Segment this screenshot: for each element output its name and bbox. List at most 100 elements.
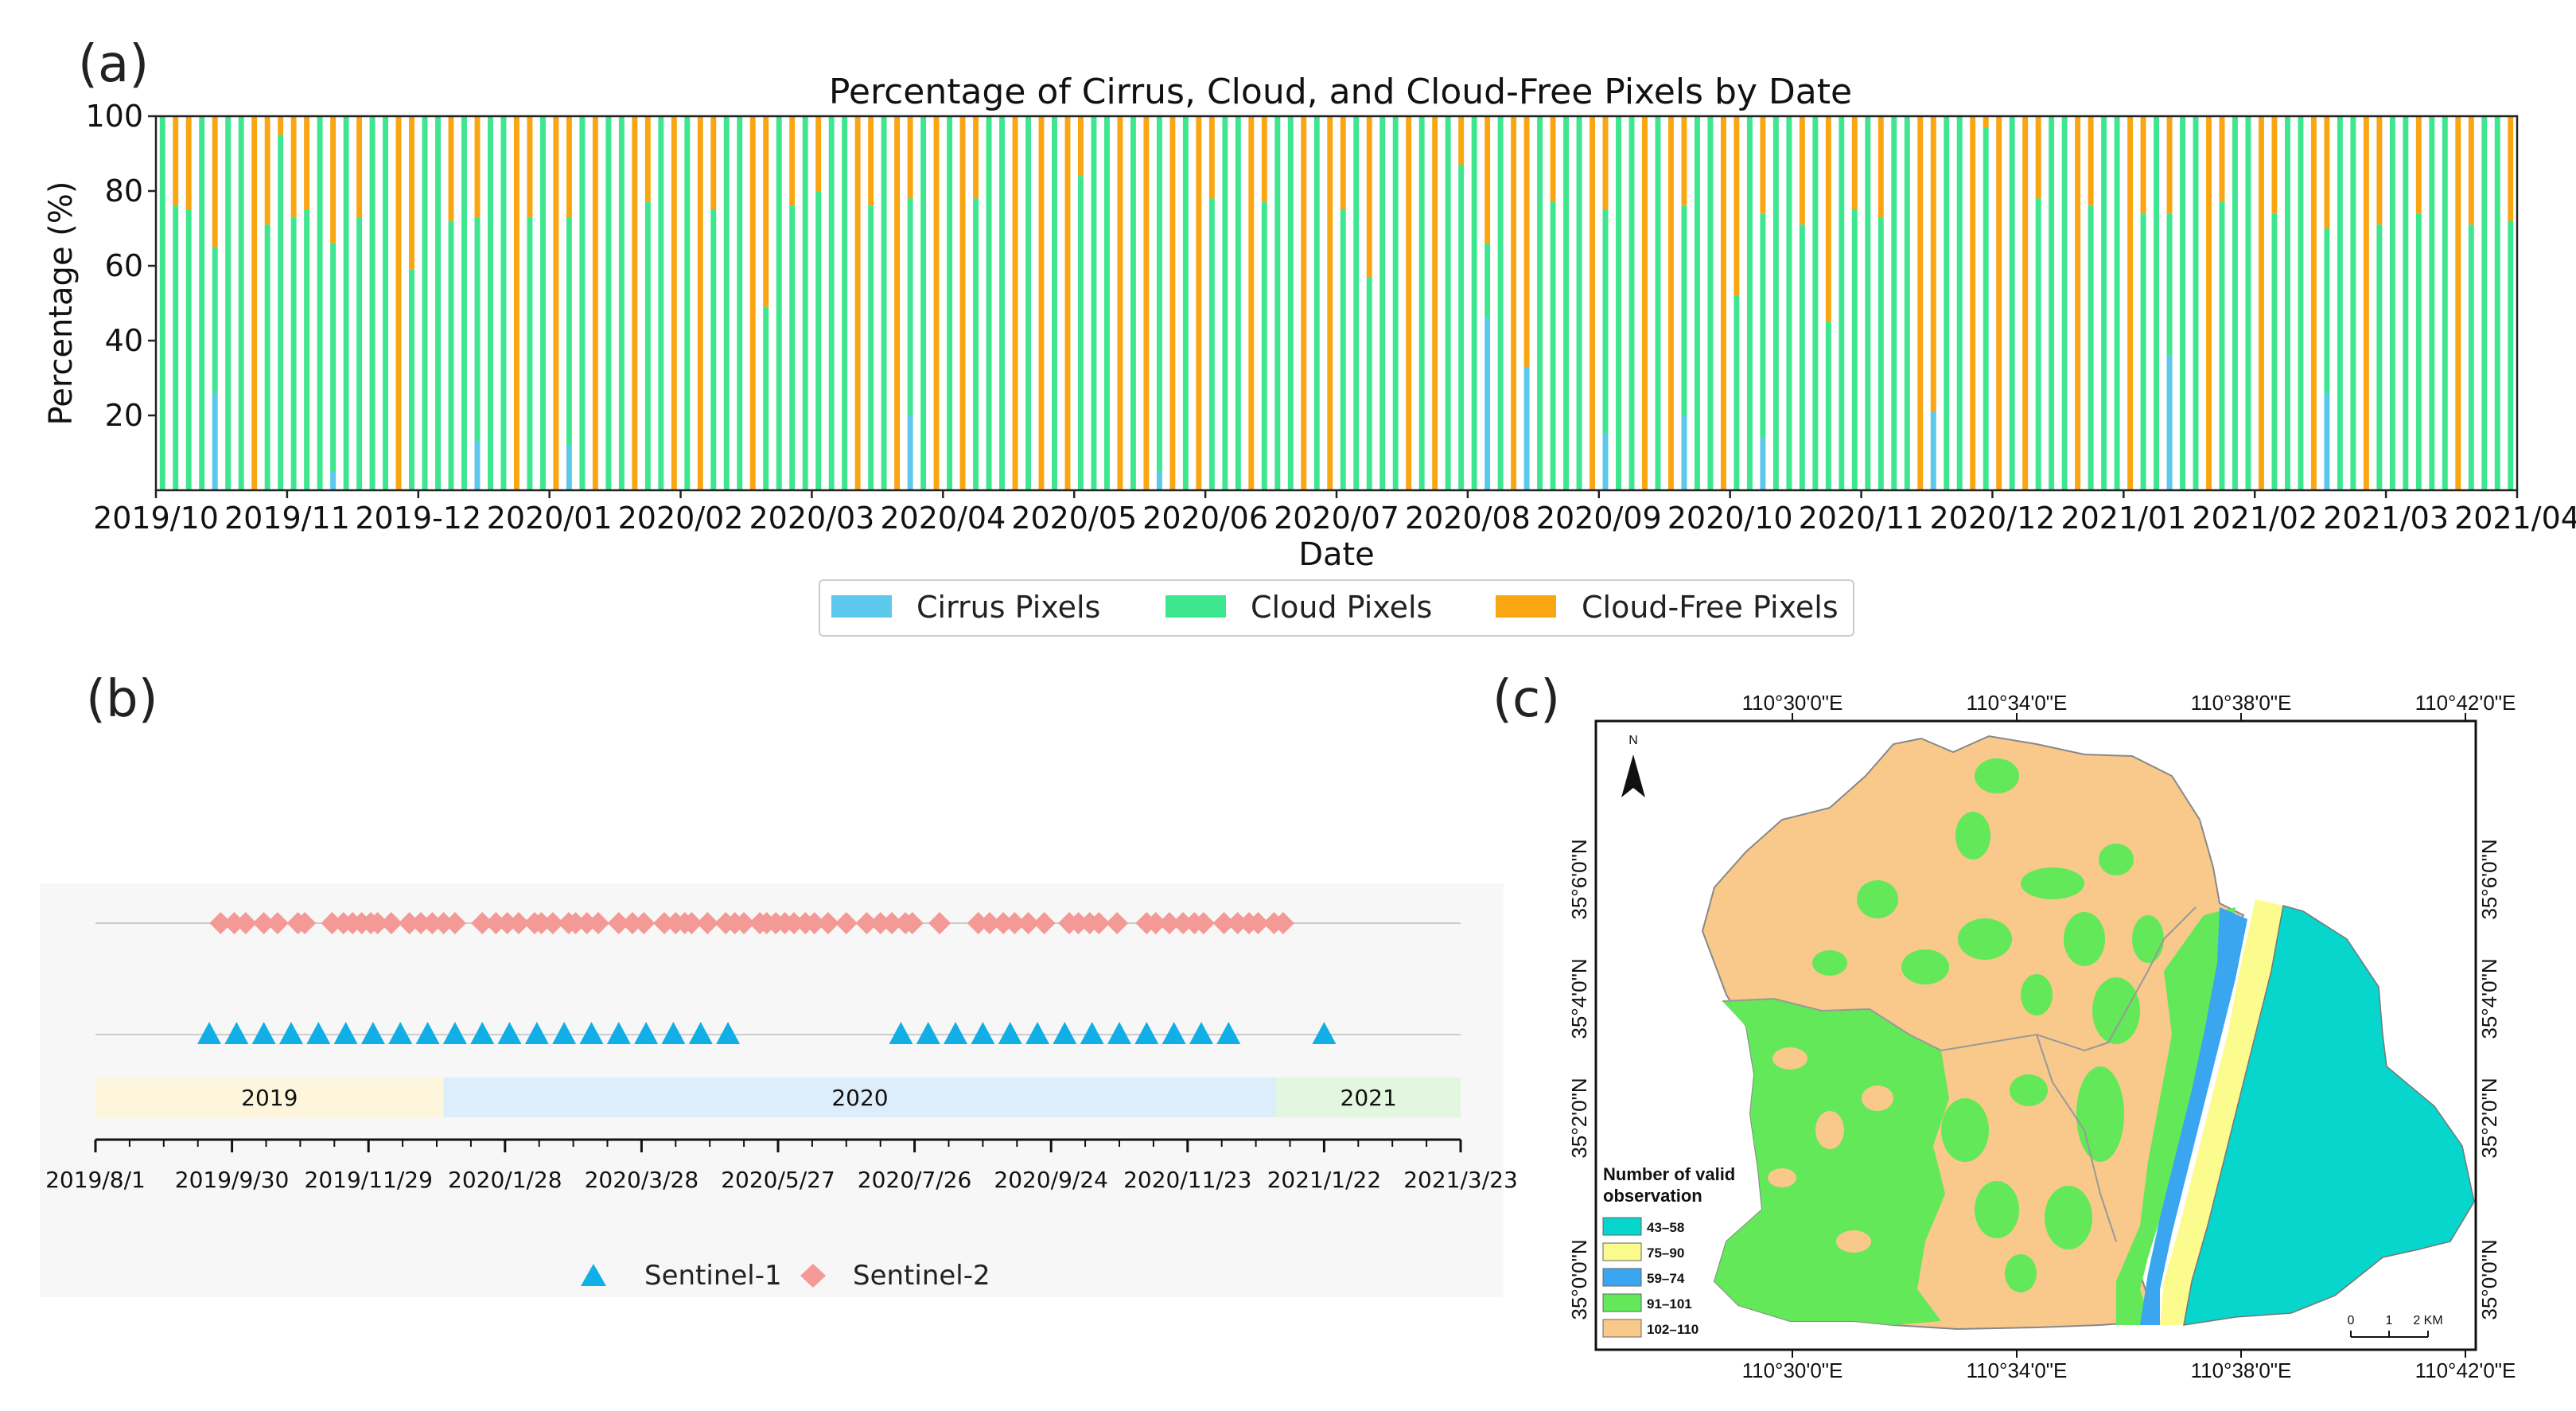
ytick-label-80: 80 [105,173,143,209]
bar-cloud-165 [2324,228,2330,393]
bar-clear-116 [1681,116,1687,206]
bar-cloud-129 [1851,209,1858,490]
legend-label-cloud: Cloud Pixels [1251,590,1432,625]
sentinel-1-point-25 [1025,1022,1050,1044]
bar-cloud-144 [2049,116,2055,490]
bar-cloud-157 [2219,202,2225,490]
year-band-2019 [95,1078,444,1117]
north-arrow: N [1621,734,1645,797]
bar-cloud-25 [488,116,493,490]
bar-cloud-13 [330,243,337,472]
bar-cloud-9 [278,134,284,490]
map-legend-label-0: 43–58 [1647,1220,1684,1235]
bar-cloud-0 [159,116,165,490]
bar-cloud-147 [2088,205,2094,490]
bar-cloud-17 [383,116,389,490]
bar-cloud-105 [1537,116,1543,490]
sentinel-2-point-47 [803,912,826,934]
legend-label-cirrus: Cirrus Pixels [916,590,1100,625]
sentinel-2-point-72 [1192,912,1215,934]
map-boundary-2 [2036,1034,2117,1242]
bar-cloud-1 [173,205,179,490]
bar-clear-150 [2127,116,2134,490]
bar-clear-10 [290,116,297,217]
bar-cloud-132 [1891,116,1897,490]
bar-cloud-58 [920,116,927,490]
bar-cloud-92 [1366,277,1372,490]
bar-cloud-52 [842,116,848,490]
legend-swatch-clear [1496,595,1556,618]
bar-cloud-174 [2442,116,2448,490]
sentinel-1-point-22 [944,1022,968,1044]
chart-a-xlabel: Date [1298,536,1375,573]
bar-cirrus-153 [2166,355,2173,490]
bar-clear-41 [697,116,703,490]
bar-cloud-22 [448,220,454,490]
bar-cloud-48 [789,205,796,490]
sentinel-2-point-73 [1212,912,1235,934]
legend-swatch-cloud [1165,595,1226,618]
bar-clear-99 [1458,116,1465,166]
map-legend-label-1: 75–90 [1647,1245,1684,1261]
sentinel-2-point-65 [1088,912,1111,934]
sentinel-1-point-16 [634,1022,659,1044]
bar-cloud-11 [304,209,310,490]
sentinel-2-point-3 [252,912,275,934]
map-top-lon-labels: 110°30'0"E 110°34'0"E 110°38'0"E 110°42'0"E [1742,691,2516,721]
bar-cloud-177 [2481,116,2488,490]
bar-cloud-93 [1379,116,1386,490]
map-legend: Number of valid observation 43–58 75–90 59… [1602,1164,1735,1338]
b-tick-label-4: 2020/3/28 [585,1167,699,1193]
bar-clear-69 [1064,116,1071,490]
sentinel-2-markers [209,912,1294,934]
ytick-label-60: 60 [105,248,143,283]
sentinel-1-point-19 [716,1022,741,1044]
bar-clear-135 [1930,116,1936,412]
bar-cloud-155 [2193,116,2199,490]
map-boundary-1 [1722,970,2149,1052]
xtick-label-15: 2021/01 [2060,501,2186,536]
map-bottom-lon-labels: 110°30'0"E 110°34'0"E 110°38'0"E 110°42'0"E [1742,1350,2516,1382]
bar-cloud-179 [2508,220,2514,490]
north-label: N [1628,734,1638,747]
sentinel-1-point-6 [360,1022,385,1044]
bar-cloud-98 [1445,116,1451,490]
bar-clear-11 [304,116,310,210]
bar-clear-9 [278,116,284,135]
map-legend-swatch-0 [1602,1217,1642,1236]
b-tick-label-0: 2019/8/1 [45,1167,146,1193]
map-left-lat-labels: 35°6'0"N 35°4'0"N 35°2'0"N 35°0'0"N [1567,839,1591,1319]
bar-clear-48 [789,116,796,206]
bar-clear-156 [2206,116,2212,490]
bar-cloud-159 [2245,116,2251,490]
legend-label-sentinel-1: Sentinel-1 [644,1260,782,1292]
sentinel-1-point-18 [688,1022,713,1044]
bar-clear-30 [553,116,559,490]
xtick-label-8: 2020/06 [1142,501,1268,536]
sentinel-2-point-70 [1172,912,1195,934]
bar-clear-119 [1720,116,1726,490]
bar-cloud-136 [1944,116,1950,490]
sentinel-2-point-0 [209,912,232,934]
map-legend-label-2: 59–74 [1647,1271,1685,1286]
xtick-label-1: 2019/11 [224,501,350,536]
sentinel-2-point-27 [564,912,587,934]
chart-a-legend: Cirrus Pixels Cloud Pixels Cloud-Free Pi… [819,579,1854,637]
sentinel-2-point-32 [632,912,656,934]
right-lat-label-2: 35°2'0"N [2477,1078,2501,1158]
bar-clear-103 [1511,116,1517,490]
bar-clear-110 [1602,116,1609,210]
legend-marker-sentinel-1 [581,1264,606,1286]
chart-a-frame [154,115,2519,492]
map-legend-label-3: 91–101 [1647,1296,1692,1312]
sentinel-2-point-18 [443,912,466,934]
bar-clear-83 [1248,116,1255,490]
bar-cloud-88 [1313,116,1320,490]
bar-cloud-111 [1616,116,1621,490]
xtick-label-16: 2021/02 [2192,501,2317,536]
bar-clear-2 [185,116,192,210]
bar-cloud-127 [1825,322,1831,490]
sentinel-1-point-12 [524,1022,549,1044]
bar-cloud-123 [1772,116,1779,490]
ytick-label-100: 100 [85,99,143,134]
